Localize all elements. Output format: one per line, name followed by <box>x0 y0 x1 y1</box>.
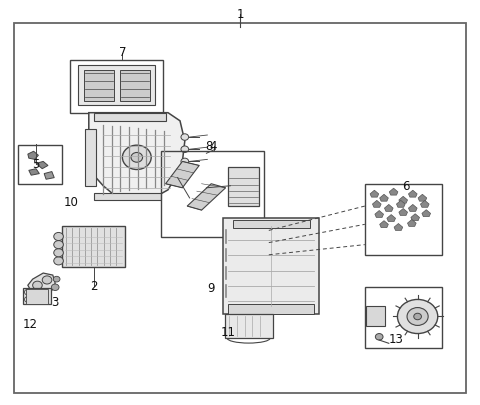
Bar <box>365 184 442 255</box>
Polygon shape <box>86 113 185 200</box>
Circle shape <box>53 277 60 282</box>
Bar <box>228 304 314 314</box>
Circle shape <box>131 153 143 163</box>
Text: 5: 5 <box>32 158 40 171</box>
Polygon shape <box>399 197 408 204</box>
Bar <box>233 221 310 229</box>
Bar <box>78 66 155 106</box>
Circle shape <box>51 284 59 291</box>
Circle shape <box>397 300 438 334</box>
Bar <box>85 130 96 186</box>
Bar <box>94 193 161 200</box>
Polygon shape <box>384 205 393 212</box>
Polygon shape <box>28 273 55 294</box>
Polygon shape <box>370 191 379 198</box>
Bar <box>18 146 62 184</box>
Polygon shape <box>408 191 417 198</box>
Polygon shape <box>420 201 429 208</box>
Polygon shape <box>29 169 39 176</box>
Polygon shape <box>394 224 403 231</box>
Circle shape <box>54 249 63 257</box>
Circle shape <box>54 257 63 265</box>
Polygon shape <box>36 162 48 169</box>
Circle shape <box>33 281 42 290</box>
Bar <box>366 307 385 326</box>
Circle shape <box>407 308 428 326</box>
Circle shape <box>181 159 189 165</box>
Polygon shape <box>408 220 416 227</box>
Text: 8: 8 <box>205 139 213 152</box>
Text: 3: 3 <box>51 295 59 308</box>
Polygon shape <box>387 215 396 222</box>
Bar <box>26 290 48 304</box>
Text: 6: 6 <box>402 180 409 193</box>
Polygon shape <box>380 195 388 202</box>
Circle shape <box>54 233 63 241</box>
Polygon shape <box>372 201 381 208</box>
Polygon shape <box>399 209 408 216</box>
Polygon shape <box>28 152 38 160</box>
Bar <box>23 288 51 305</box>
Text: 9: 9 <box>207 281 215 294</box>
Bar <box>225 315 273 338</box>
Text: 1: 1 <box>236 8 244 21</box>
Polygon shape <box>408 205 417 212</box>
Text: 7: 7 <box>119 46 126 59</box>
Polygon shape <box>418 195 427 202</box>
Polygon shape <box>411 214 420 221</box>
Polygon shape <box>44 172 54 180</box>
Bar <box>223 219 319 314</box>
Circle shape <box>181 134 189 141</box>
Circle shape <box>181 147 189 153</box>
Text: 13: 13 <box>389 332 403 345</box>
Polygon shape <box>166 162 199 188</box>
Bar <box>365 288 442 348</box>
Bar <box>84 71 114 101</box>
Polygon shape <box>389 189 398 196</box>
Bar <box>94 113 166 121</box>
Circle shape <box>375 334 383 340</box>
Text: 11: 11 <box>220 326 236 339</box>
Bar <box>161 152 264 237</box>
Circle shape <box>414 313 421 320</box>
Circle shape <box>42 276 52 284</box>
Bar <box>62 227 125 267</box>
Text: 12: 12 <box>22 318 37 330</box>
Polygon shape <box>380 221 388 228</box>
Polygon shape <box>422 210 431 217</box>
Polygon shape <box>375 211 384 218</box>
Polygon shape <box>396 201 405 208</box>
Bar <box>70 61 163 113</box>
Text: 4: 4 <box>210 139 217 152</box>
Polygon shape <box>187 184 226 211</box>
Text: 2: 2 <box>90 279 97 292</box>
Text: 10: 10 <box>64 196 78 209</box>
Circle shape <box>54 241 63 249</box>
Circle shape <box>122 146 151 170</box>
Bar <box>228 168 259 207</box>
Bar <box>120 71 150 101</box>
